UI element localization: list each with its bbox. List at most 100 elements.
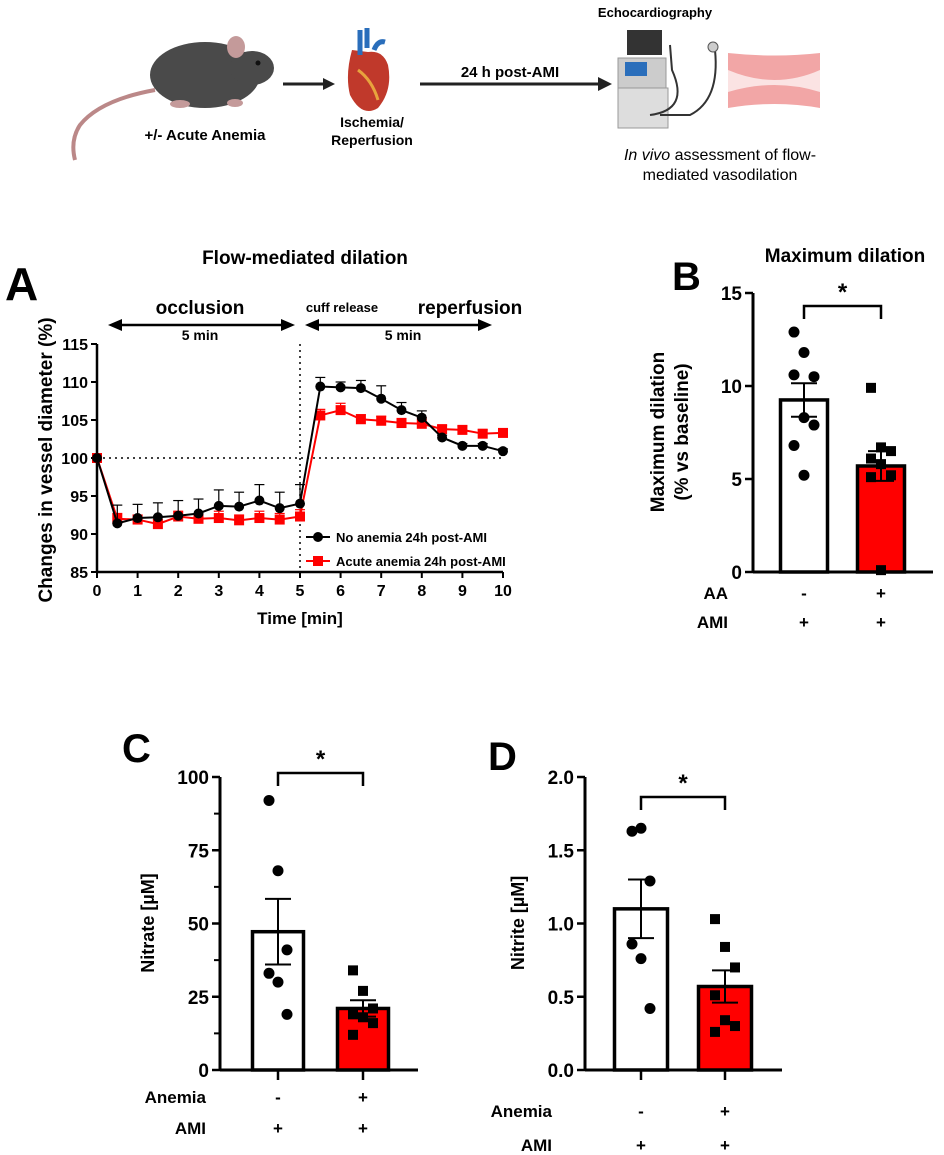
mouse-illustration [71, 36, 274, 161]
row-label: AMI [521, 1136, 552, 1155]
data-point [788, 369, 800, 381]
data-point [152, 512, 163, 523]
data-point [788, 326, 800, 338]
panel-c-plot: 0 25 50 75 100 - + + + Anemia AMI * [145, 746, 418, 1138]
data-point [710, 990, 720, 1001]
data-point [263, 794, 275, 806]
data-point [457, 440, 468, 451]
data-point [626, 825, 638, 837]
group-condition-value: + [358, 1088, 368, 1107]
row-label: Anemia [145, 1088, 207, 1107]
data-point [335, 405, 346, 416]
panel-b-plot: 0 5 10 15 - + + + AA AMI * [697, 279, 933, 632]
data-point [498, 446, 508, 457]
data-point [274, 514, 285, 525]
group-condition-value: - [275, 1088, 281, 1107]
data-point [876, 442, 886, 453]
y-tick-label: 85 [70, 565, 88, 582]
group-condition-value: + [636, 1136, 646, 1155]
y-tick-label: 110 [62, 375, 88, 392]
group-condition-value: + [720, 1102, 730, 1121]
y-tick-label: 95 [70, 489, 88, 506]
data-point [437, 432, 448, 443]
panel-a-ylabel: Changes in vessel diameter (%) [36, 317, 57, 602]
group-condition-value: + [799, 613, 809, 632]
x-tick-label: 10 [494, 583, 512, 600]
data-point [315, 381, 326, 392]
annotation-5min-right: 5 min [385, 327, 422, 343]
data-point [730, 1021, 740, 1032]
device-label: Echocardiography [598, 5, 713, 20]
row-label: Anemia [491, 1102, 553, 1121]
panel-a-plot: 0 1 2 3 4 5 6 7 8 9 10 85 90 95 100 105 110 115 [61, 337, 512, 600]
x-tick-label: 3 [214, 583, 223, 600]
data-point [416, 418, 427, 429]
data-point [315, 410, 326, 421]
row-label: AMI [697, 613, 728, 632]
x-tick-label: 6 [336, 583, 345, 600]
data-point [281, 944, 293, 956]
data-point [477, 440, 488, 451]
significance-bracket [802, 304, 883, 319]
data-point [788, 440, 800, 452]
y-tick-label: 1.5 [548, 841, 575, 862]
data-point [254, 495, 265, 506]
outcome-label-line1: In vivo assessment of flow- [624, 147, 816, 164]
occlusion-arrow [108, 319, 295, 331]
data-point [808, 371, 820, 383]
group-condition-value: - [638, 1102, 644, 1121]
heart-illustration [347, 28, 390, 112]
group-condition-value: - [801, 584, 807, 603]
data-point [263, 967, 275, 979]
annotation-cuff-release: cuff release [306, 300, 378, 315]
panel-d-letter: D [488, 735, 517, 779]
panel-d-ylabel: Nitrite [µM] [508, 876, 528, 970]
data-point [335, 382, 346, 393]
panel-a-title: Flow-mediated dilation [202, 248, 408, 269]
outcome-label-line2: mediated vasodilation [643, 167, 798, 184]
significance-bracket [639, 795, 727, 810]
x-tick-label: 7 [377, 583, 386, 600]
panel-c-letter: C [122, 727, 151, 771]
data-point [213, 500, 224, 511]
legend-marker-no-anemia [313, 532, 323, 542]
data-point [798, 347, 810, 359]
group-condition-value: + [720, 1136, 730, 1155]
data-point [644, 875, 656, 887]
data-point [274, 503, 285, 514]
y-tick-label: 0.0 [548, 1061, 574, 1082]
y-tick-label: 5 [731, 470, 742, 491]
y-tick-label: 50 [188, 915, 209, 936]
data-point [348, 1029, 358, 1040]
ultrasound-machine-illustration [617, 30, 719, 129]
vessel-illustration [728, 53, 820, 108]
data-point [92, 453, 102, 463]
group-condition-value: + [358, 1119, 368, 1138]
data-point [173, 510, 184, 521]
x-tick-label: 4 [255, 583, 264, 600]
data-point [295, 511, 305, 522]
data-point [368, 1018, 378, 1029]
significance-star: * [316, 746, 326, 773]
data-point [798, 469, 810, 481]
data-point [358, 985, 368, 996]
panel-c-ylabel: Nitrate [µM] [138, 873, 158, 972]
x-tick-label: 0 [93, 583, 102, 600]
data-point [193, 513, 204, 524]
data-point [477, 428, 488, 439]
arrow-1 [283, 78, 335, 90]
bar [855, 464, 907, 574]
data-point [376, 393, 387, 404]
y-tick-label: 75 [188, 841, 210, 862]
significance-star: * [678, 770, 688, 797]
data-point [866, 382, 876, 393]
y-tick-label: 100 [61, 451, 88, 468]
x-tick-label: 8 [417, 583, 426, 600]
y-tick-label: 1.0 [548, 915, 574, 936]
data-point [355, 383, 366, 394]
x-tick-label: 5 [296, 583, 305, 600]
data-point [272, 976, 284, 988]
data-point [152, 519, 163, 530]
panel-d-plot: 0.0 0.5 1.0 1.5 2.0 - + + + Anemia AMI * [491, 768, 782, 1155]
